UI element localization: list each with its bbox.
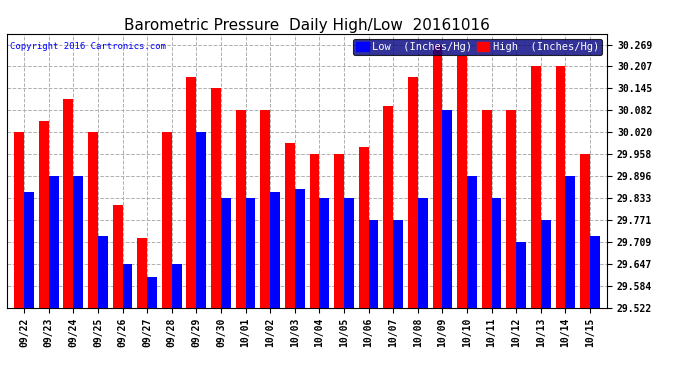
Bar [319,198,329,308]
Bar [123,264,132,308]
Bar [334,154,344,308]
Bar [408,77,417,308]
Bar [516,242,526,308]
Bar [457,56,467,308]
Bar [236,111,246,308]
Bar [482,111,491,308]
Bar [433,45,442,308]
Bar [221,198,230,308]
Bar [541,220,551,308]
Bar [555,66,565,308]
Bar [211,88,221,308]
Bar [344,198,354,308]
Bar [442,111,452,308]
Bar [368,220,378,308]
Bar [172,264,181,308]
Bar [24,192,34,308]
Bar [88,132,98,308]
Bar [531,66,541,308]
Bar [565,176,575,308]
Bar [467,176,477,308]
Bar [491,198,502,308]
Bar [260,111,270,308]
Bar [98,236,108,308]
Bar [384,106,393,308]
Legend: Low  (Inches/Hg), High  (Inches/Hg): Low (Inches/Hg), High (Inches/Hg) [353,39,602,56]
Bar [246,198,255,308]
Bar [590,236,600,308]
Bar [147,277,157,308]
Bar [112,205,123,308]
Bar [285,143,295,308]
Text: Copyright 2016 Cartronics.com: Copyright 2016 Cartronics.com [10,42,166,51]
Bar [39,122,49,308]
Bar [49,176,59,308]
Bar [186,77,197,308]
Bar [393,220,403,308]
Bar [580,154,590,308]
Bar [63,99,73,308]
Bar [162,132,172,308]
Bar [137,238,147,308]
Bar [197,132,206,308]
Bar [73,176,83,308]
Bar [270,192,280,308]
Bar [295,189,304,308]
Title: Barometric Pressure  Daily High/Low  20161016: Barometric Pressure Daily High/Low 20161… [124,18,490,33]
Bar [310,154,319,308]
Bar [359,147,368,308]
Bar [417,198,428,308]
Bar [14,132,24,308]
Bar [506,111,516,308]
